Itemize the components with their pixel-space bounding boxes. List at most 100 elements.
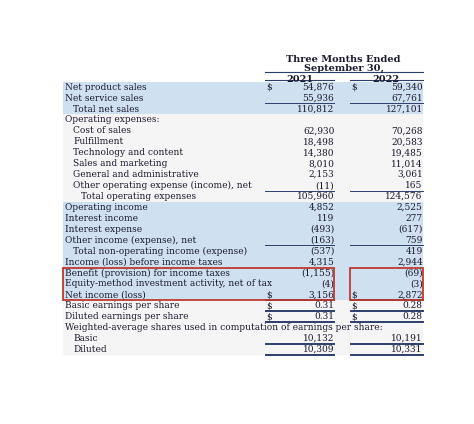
Text: 2022: 2022 (373, 75, 400, 84)
Bar (63, 279, 423, 290)
Bar (63, 268, 423, 279)
Bar (63, 224, 423, 235)
Text: 10,331: 10,331 (392, 345, 423, 354)
Text: Total operating expenses: Total operating expenses (81, 192, 196, 201)
Bar (63, 180, 423, 191)
Text: 4,852: 4,852 (309, 203, 334, 212)
Text: 10,132: 10,132 (303, 334, 334, 343)
Text: 70,268: 70,268 (391, 126, 423, 135)
Bar (63, 300, 423, 311)
Text: Benefit (provision) for income taxes: Benefit (provision) for income taxes (65, 268, 230, 278)
Text: 59,340: 59,340 (391, 83, 423, 92)
Text: 759: 759 (405, 236, 423, 245)
Text: 2,525: 2,525 (397, 203, 423, 212)
Bar (63, 137, 423, 147)
Text: Other income (expense), net: Other income (expense), net (65, 236, 197, 245)
Text: (493): (493) (310, 225, 334, 234)
Text: (163): (163) (310, 236, 334, 245)
Text: Net product sales: Net product sales (65, 83, 147, 92)
Text: $: $ (266, 301, 272, 310)
Text: $: $ (351, 312, 357, 321)
Text: $: $ (266, 83, 272, 92)
Text: 11,014: 11,014 (391, 159, 423, 168)
Text: General and administrative: General and administrative (73, 170, 199, 179)
Text: Three Months Ended: Three Months Ended (286, 55, 401, 64)
Bar (63, 147, 423, 158)
Text: 54,876: 54,876 (302, 83, 334, 92)
Text: $: $ (266, 312, 272, 321)
Text: 0.31: 0.31 (314, 312, 334, 321)
Text: Operating income: Operating income (65, 203, 148, 212)
Text: $: $ (351, 301, 357, 310)
Text: Total net sales: Total net sales (73, 104, 139, 114)
Text: 14,380: 14,380 (303, 148, 334, 157)
Text: 10,191: 10,191 (391, 334, 423, 343)
Text: 19,485: 19,485 (391, 148, 423, 157)
Text: 4,315: 4,315 (309, 258, 334, 267)
Text: (617): (617) (398, 225, 423, 234)
Text: September 30,: September 30, (304, 64, 383, 73)
Bar (63, 169, 423, 180)
Bar (63, 158, 423, 169)
Bar (63, 114, 423, 126)
Text: Technology and content: Technology and content (73, 148, 183, 157)
Text: 3,061: 3,061 (397, 170, 423, 179)
Text: (3): (3) (410, 279, 423, 288)
Text: 0.31: 0.31 (314, 301, 334, 310)
Text: Income (loss) before income taxes: Income (loss) before income taxes (65, 258, 223, 267)
Text: (1,155): (1,155) (301, 268, 334, 278)
Text: 105,960: 105,960 (297, 192, 334, 201)
Text: Net income (loss): Net income (loss) (65, 290, 146, 299)
Bar (63, 126, 423, 137)
Text: 119: 119 (317, 214, 334, 223)
Text: 165: 165 (405, 181, 423, 190)
Text: Cost of sales: Cost of sales (73, 126, 131, 135)
Text: $: $ (351, 83, 357, 92)
Text: Basic earnings per share: Basic earnings per share (65, 301, 180, 310)
Text: Operating expenses:: Operating expenses: (65, 115, 160, 125)
Text: 2,944: 2,944 (397, 258, 423, 267)
Text: 10,309: 10,309 (303, 345, 334, 354)
Text: 0.28: 0.28 (403, 312, 423, 321)
Bar (63, 202, 423, 213)
Text: 127,101: 127,101 (385, 104, 423, 114)
Text: Weighted-average shares used in computation of earnings per share:: Weighted-average shares used in computat… (65, 323, 383, 332)
Text: 110,812: 110,812 (297, 104, 334, 114)
Text: 2021: 2021 (286, 75, 313, 84)
Text: 419: 419 (405, 247, 423, 256)
Text: Other operating expense (income), net: Other operating expense (income), net (73, 181, 252, 190)
Text: $: $ (351, 290, 357, 299)
Text: 55,936: 55,936 (302, 94, 334, 103)
Text: 18,498: 18,498 (303, 137, 334, 146)
Text: 2,872: 2,872 (397, 290, 423, 299)
Text: 62,930: 62,930 (303, 126, 334, 135)
Bar (63, 191, 423, 202)
Text: Sales and marketing: Sales and marketing (73, 159, 168, 168)
Bar (63, 82, 423, 92)
Text: 3,156: 3,156 (309, 290, 334, 299)
Text: Interest expense: Interest expense (65, 225, 143, 234)
Text: Diluted: Diluted (73, 345, 107, 354)
Bar (63, 268, 334, 300)
Bar (63, 344, 423, 355)
Text: Net service sales: Net service sales (65, 94, 144, 103)
Text: Diluted earnings per share: Diluted earnings per share (65, 312, 189, 321)
Text: (537): (537) (310, 247, 334, 256)
Bar (350, 268, 423, 300)
Bar (63, 235, 423, 245)
Bar (63, 311, 423, 322)
Bar (63, 333, 423, 344)
Text: (69): (69) (404, 268, 423, 278)
Text: Interest income: Interest income (65, 214, 138, 223)
Text: 124,576: 124,576 (385, 192, 423, 201)
Bar (63, 322, 423, 333)
Text: 20,583: 20,583 (391, 137, 423, 146)
Text: 67,761: 67,761 (391, 94, 423, 103)
Text: 2,153: 2,153 (309, 170, 334, 179)
Bar (63, 257, 423, 268)
Text: Basic: Basic (73, 334, 98, 343)
Text: $: $ (266, 290, 272, 299)
Text: 8,010: 8,010 (309, 159, 334, 168)
Bar (63, 290, 423, 300)
Bar (63, 245, 423, 257)
